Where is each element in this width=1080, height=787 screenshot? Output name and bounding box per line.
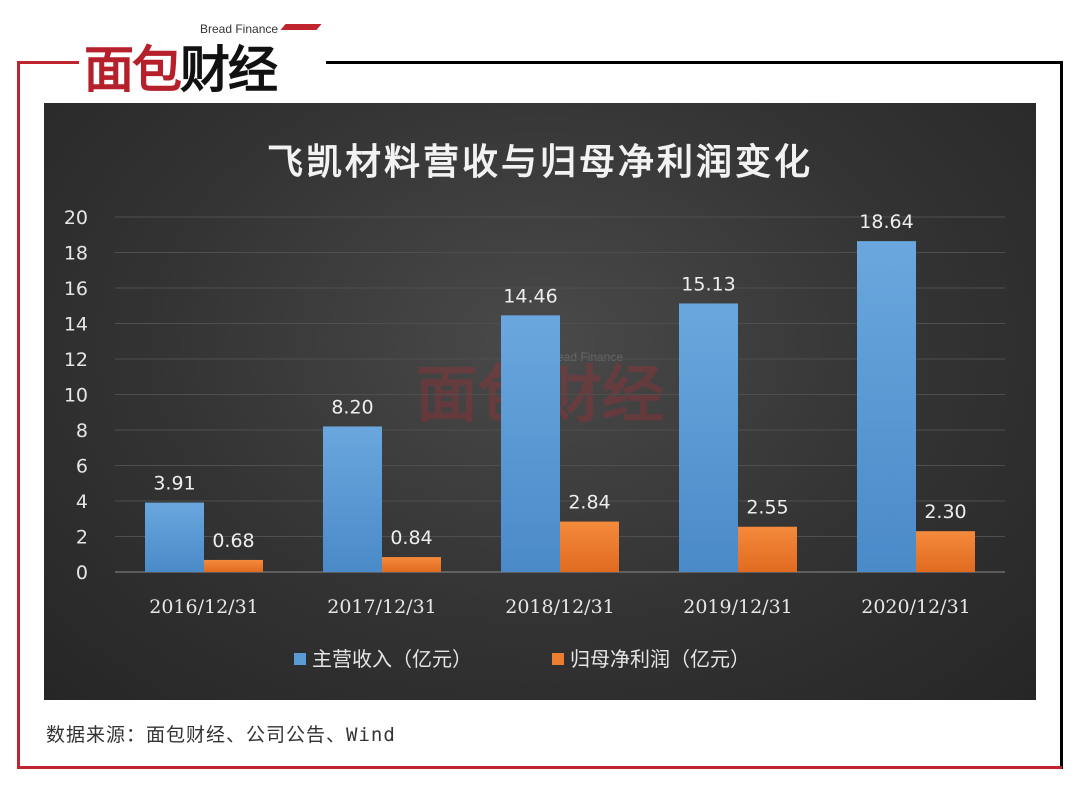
bar-blue bbox=[857, 241, 916, 572]
watermark-english: Bread Finance bbox=[545, 350, 623, 364]
y-tick-label: 6 bbox=[76, 456, 88, 478]
x-tick-label: 2019/12/31 bbox=[683, 596, 793, 618]
source-note: 数据来源：面包财经、公司公告、Wind bbox=[46, 724, 396, 746]
y-tick-label: 4 bbox=[76, 491, 88, 513]
bar-orange bbox=[560, 521, 619, 572]
legend-label: 主营收入（亿元） bbox=[312, 647, 472, 671]
y-tick-label: 14 bbox=[64, 314, 88, 336]
bar-blue bbox=[501, 315, 560, 572]
data-label: 2.84 bbox=[568, 492, 610, 514]
y-tick-label: 10 bbox=[64, 385, 88, 407]
y-tick-label: 16 bbox=[64, 278, 88, 300]
y-tick-label: 8 bbox=[76, 420, 88, 442]
logo-english: Bread Finance bbox=[200, 22, 279, 36]
y-tick-label: 18 bbox=[64, 243, 88, 265]
frame-right bbox=[1060, 61, 1063, 769]
frame-top-red bbox=[17, 61, 79, 64]
data-label: 3.91 bbox=[153, 473, 195, 495]
chart-title: 飞凯材料营收与归母净利润变化 bbox=[266, 142, 813, 183]
logo: Bread Finance 面包财经 bbox=[80, 18, 326, 102]
bar-blue bbox=[679, 303, 738, 572]
bar-blue bbox=[323, 426, 382, 572]
y-tick-label: 20 bbox=[64, 207, 88, 229]
bar-blue bbox=[145, 502, 204, 572]
x-tick-label: 2020/12/31 bbox=[861, 596, 971, 618]
y-tick-label: 2 bbox=[76, 527, 88, 549]
x-tick-label: 2017/12/31 bbox=[327, 596, 437, 618]
data-label: 0.68 bbox=[212, 530, 254, 552]
x-tick-label: 2018/12/31 bbox=[505, 596, 615, 618]
frame-top-black bbox=[326, 61, 1063, 64]
logo-bar bbox=[280, 24, 322, 30]
frame-left bbox=[17, 61, 20, 769]
chart-panel: 飞凯材料营收与归母净利润变化 面包财经Bread Finance02468101… bbox=[44, 103, 1036, 700]
legend-swatch-blue bbox=[294, 653, 306, 665]
frame-bottom bbox=[17, 766, 1062, 769]
data-label: 8.20 bbox=[331, 396, 373, 418]
y-tick-label: 12 bbox=[64, 349, 88, 371]
bar-orange bbox=[916, 531, 975, 572]
data-label: 0.84 bbox=[390, 527, 432, 549]
bar-chart: 面包财经Bread Finance024681012141618203.910.… bbox=[64, 207, 1005, 671]
legend-label: 归母净利润（亿元） bbox=[570, 647, 750, 671]
bar-orange bbox=[738, 526, 797, 572]
bar-orange bbox=[382, 557, 441, 572]
logo-chinese: 面包财经 bbox=[84, 41, 278, 99]
data-label: 15.13 bbox=[681, 273, 735, 295]
y-tick-label: 0 bbox=[76, 562, 88, 584]
data-label: 18.64 bbox=[859, 211, 913, 233]
data-label: 14.46 bbox=[503, 285, 557, 307]
legend-swatch-orange bbox=[552, 653, 564, 665]
x-tick-label: 2016/12/31 bbox=[149, 596, 259, 618]
bar-orange bbox=[204, 559, 263, 572]
data-label: 2.30 bbox=[924, 501, 966, 523]
data-label: 2.55 bbox=[746, 497, 788, 519]
